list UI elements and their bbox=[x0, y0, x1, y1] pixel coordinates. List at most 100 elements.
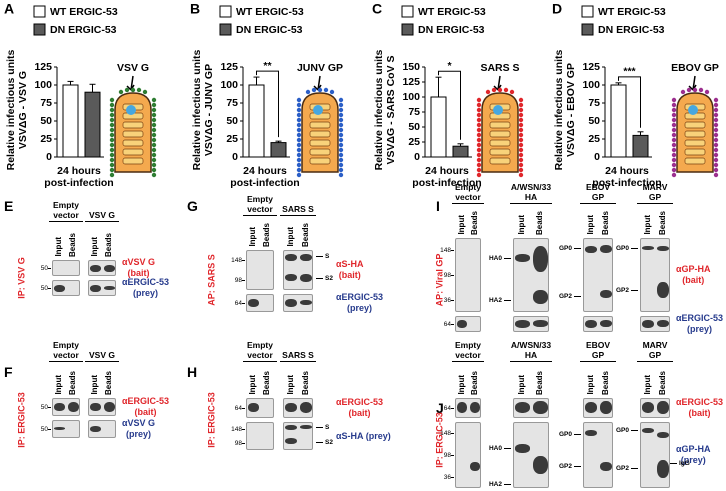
virus-label: SARS S bbox=[480, 62, 519, 74]
band bbox=[584, 246, 597, 253]
spike bbox=[491, 87, 497, 93]
spike bbox=[713, 102, 719, 108]
nucleocapsid bbox=[684, 157, 706, 165]
spike bbox=[296, 162, 302, 168]
legend-label: DN ERGIC-53 bbox=[236, 24, 303, 36]
spike bbox=[151, 102, 157, 108]
band bbox=[299, 254, 312, 261]
bar bbox=[84, 91, 101, 158]
bar bbox=[632, 134, 649, 158]
spike bbox=[713, 132, 719, 138]
nucleocapsid bbox=[684, 121, 706, 129]
band bbox=[514, 254, 530, 262]
antibody-label-line: αERGIC-53 bbox=[336, 292, 384, 302]
band bbox=[641, 428, 654, 433]
legend-label: WT ERGIC-53 bbox=[50, 6, 118, 18]
mw-marker: 148 bbox=[231, 257, 242, 264]
spike bbox=[671, 167, 677, 173]
band bbox=[299, 274, 312, 282]
band bbox=[656, 246, 669, 251]
band-label: S bbox=[325, 424, 330, 431]
band-arrow bbox=[574, 296, 581, 297]
column-header: Empty vector bbox=[49, 200, 83, 222]
lane-label: Input bbox=[517, 215, 526, 235]
column-header: Empty vector bbox=[452, 340, 484, 362]
significance-bracket bbox=[618, 76, 641, 128]
band-arrow bbox=[504, 300, 511, 301]
lane-label: Input bbox=[585, 215, 595, 235]
band bbox=[247, 403, 259, 412]
mw-tick bbox=[451, 299, 454, 301]
band-arrow bbox=[631, 430, 638, 431]
y-tick-label: 0 bbox=[232, 151, 238, 163]
spike bbox=[713, 117, 719, 123]
lane-label: Input bbox=[285, 375, 295, 395]
y-tick-label: 25 bbox=[40, 133, 52, 145]
nucleocapsid bbox=[489, 157, 511, 165]
spike bbox=[671, 117, 677, 123]
spike bbox=[476, 167, 482, 173]
mw-tick bbox=[242, 280, 245, 281]
antibody-label-line: αERGIC-53 bbox=[336, 397, 384, 407]
spike bbox=[329, 89, 335, 95]
lane-label: Input bbox=[54, 237, 63, 257]
band bbox=[656, 401, 669, 414]
y-tick-label: 50 bbox=[226, 115, 238, 127]
spike bbox=[476, 162, 482, 168]
mw-tick bbox=[48, 288, 51, 289]
lane-label: Input bbox=[642, 375, 652, 395]
mw-tick bbox=[451, 477, 454, 478]
x-axis-label: post-infection bbox=[592, 177, 661, 189]
nucleocapsid bbox=[684, 139, 706, 147]
spike bbox=[518, 167, 524, 173]
column-header: EBOV GP bbox=[580, 340, 616, 362]
lane-label: Beads bbox=[600, 370, 610, 395]
x-axis-label: post-infection bbox=[412, 177, 481, 189]
spike bbox=[296, 117, 302, 123]
antibody-label-line: (prey) bbox=[680, 455, 706, 465]
significance-label: ** bbox=[263, 60, 272, 72]
column-header: VSV G bbox=[85, 350, 119, 362]
mw-tick bbox=[48, 429, 51, 430]
antibody-label-line: (bait) bbox=[134, 407, 157, 417]
spike bbox=[109, 112, 115, 118]
x-axis-label: post-infection bbox=[230, 177, 299, 189]
blot bbox=[88, 260, 116, 276]
lane-label: Beads bbox=[68, 370, 77, 395]
spike bbox=[518, 157, 524, 163]
legend-label: WT ERGIC-53 bbox=[236, 6, 304, 18]
mw-marker: 64 bbox=[234, 300, 242, 307]
nucleocapsid bbox=[309, 130, 331, 138]
band bbox=[284, 425, 297, 430]
spike bbox=[476, 107, 482, 113]
spike bbox=[713, 97, 719, 103]
virus-label: VSV G bbox=[117, 62, 149, 74]
mw-tick bbox=[48, 268, 51, 269]
spike bbox=[151, 112, 157, 118]
y-tick-label: 75 bbox=[408, 106, 420, 118]
band-label: GP0 bbox=[558, 245, 572, 252]
spike bbox=[476, 132, 482, 138]
virus-label: JUNV GP bbox=[297, 62, 343, 74]
antibody-label-line: αGP-HA bbox=[676, 264, 711, 274]
antibody-label-line: (prey) bbox=[347, 303, 373, 313]
nucleocapsid bbox=[122, 139, 144, 147]
panel-letter: D bbox=[552, 1, 562, 17]
column-header: Empty vector bbox=[243, 194, 277, 216]
band-arrow bbox=[574, 248, 581, 249]
spike bbox=[509, 89, 515, 95]
spike bbox=[713, 122, 719, 128]
spike bbox=[671, 172, 677, 178]
antibody-label-line: (bait) bbox=[127, 268, 150, 278]
band bbox=[641, 320, 654, 328]
mw-marker: 98 bbox=[234, 440, 242, 447]
nucleocapsid bbox=[122, 130, 144, 138]
band bbox=[299, 402, 312, 413]
band bbox=[89, 265, 101, 272]
nucleocapsid bbox=[309, 148, 331, 156]
spike bbox=[151, 127, 157, 133]
antibody-label: αERGIC-53 (prey) bbox=[336, 292, 383, 314]
blot bbox=[455, 238, 481, 312]
antibody-label: αERGIC-53 (prey) bbox=[676, 313, 723, 335]
spike bbox=[671, 147, 677, 153]
